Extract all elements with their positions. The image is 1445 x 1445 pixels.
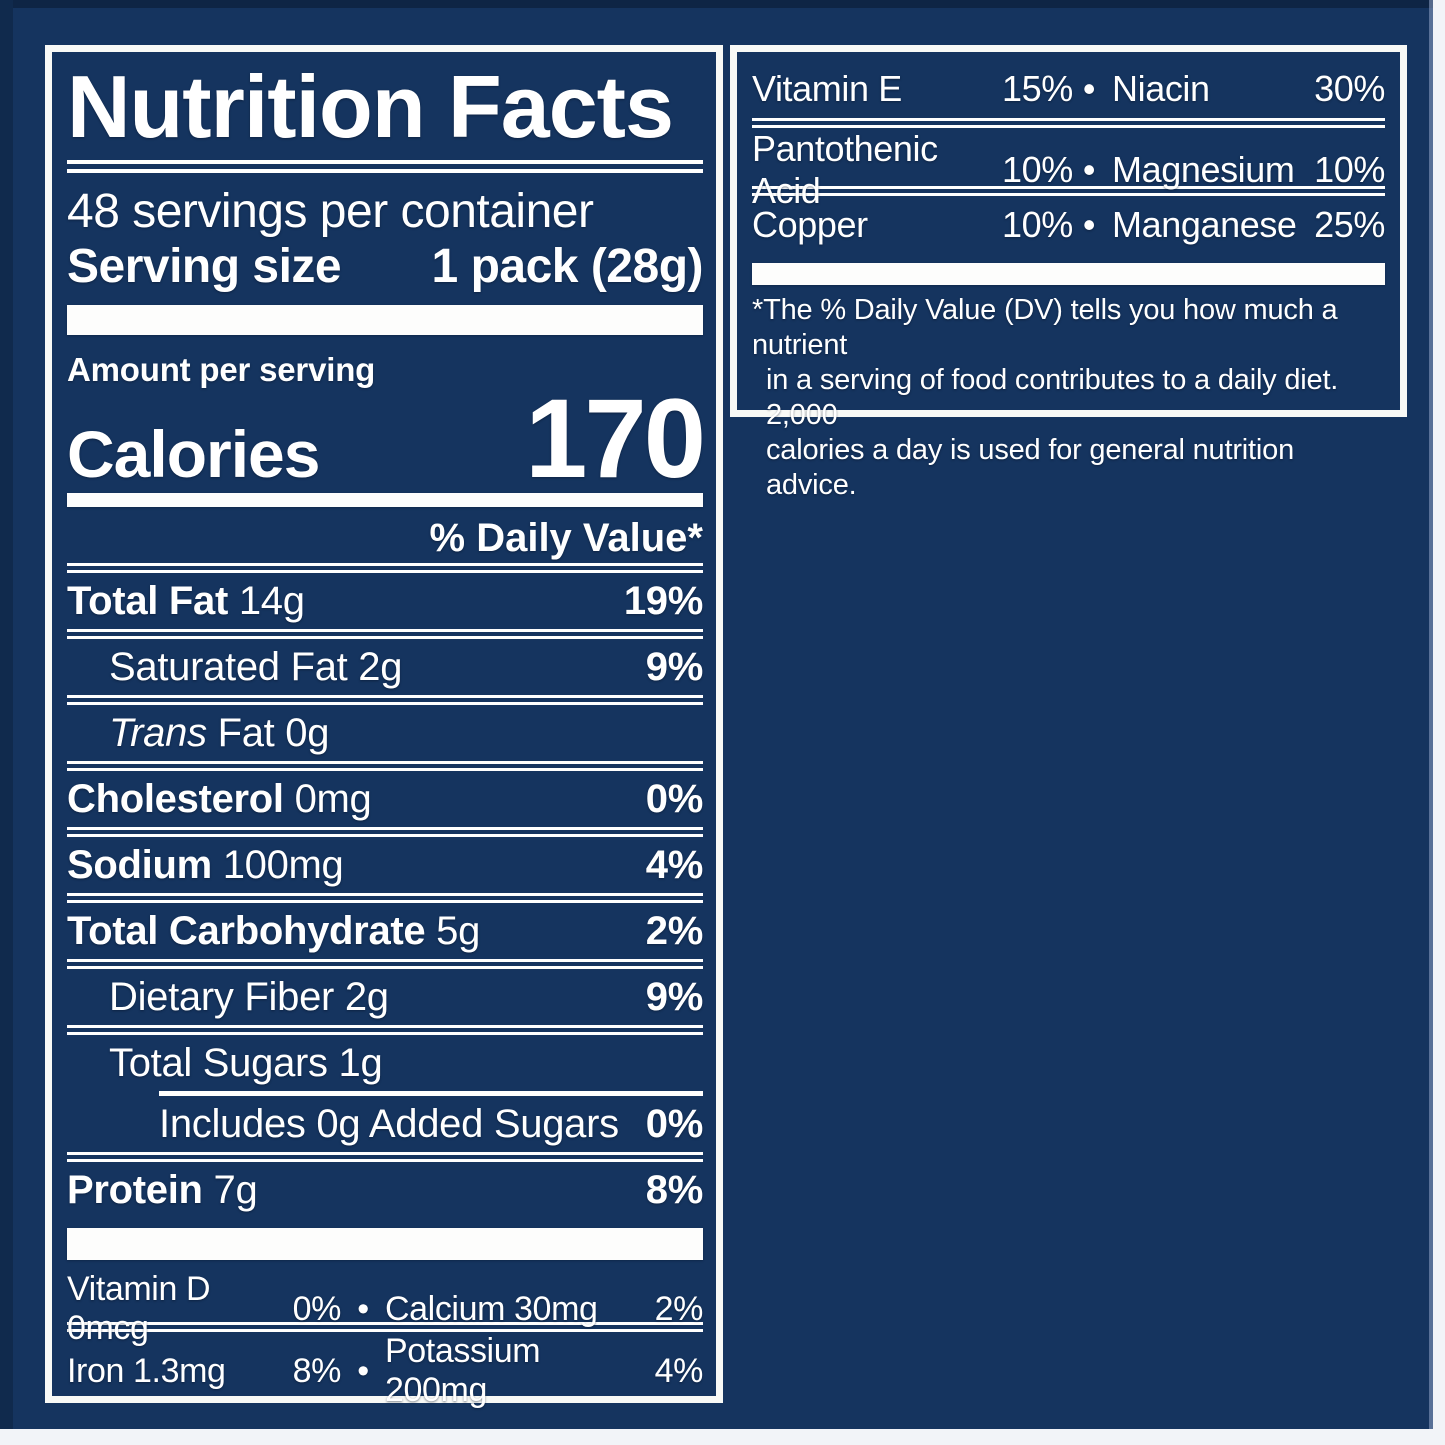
- row-separator: [67, 1322, 703, 1333]
- daily-value-header: % Daily Value*: [429, 516, 703, 561]
- nutrient-daily-value: 9%: [645, 974, 704, 1019]
- nutrient-name: Saturated Fat 2g: [109, 644, 403, 689]
- photo-edge-left: [0, 0, 13, 1445]
- nutrient-name: Trans Fat 0g: [109, 710, 330, 755]
- nutrition-facts-panel: Nutrition Facts 48 servings per containe…: [45, 45, 723, 1409]
- nutrient-name: Dietary Fiber 2g: [109, 974, 389, 1019]
- bullet-separator-icon: •: [357, 1351, 369, 1390]
- micronutrient-name: Potassium 200mg: [385, 1332, 541, 1410]
- bullet-separator-icon: •: [1082, 68, 1096, 109]
- nutrient-daily-value: 2%: [645, 908, 704, 953]
- micronutrient-row-vitamin-d-calcium: Vitamin D 0mcg 0% • Calcium 30mg 2%: [67, 1270, 703, 1347]
- row-separator: [752, 118, 1385, 128]
- footnote-line: *The % Daily Value (DV) tells you how mu…: [752, 294, 1338, 361]
- micronutrient-daily-value: 30%: [1314, 68, 1385, 109]
- micronutrient-name: Vitamin E: [752, 68, 902, 109]
- row-separator: [67, 761, 703, 772]
- micronutrient-daily-value: 0%: [292, 1289, 342, 1328]
- micronutrient-daily-value: 4%: [654, 1351, 704, 1390]
- nutrient-name: Includes 0g Added Sugars: [159, 1101, 619, 1146]
- micronutrient-name: Niacin: [1112, 68, 1210, 109]
- row-separator: [67, 893, 703, 904]
- nutrient-row-added-sugars: Includes 0g Added Sugars 0%: [67, 1096, 703, 1152]
- nutrient-daily-value: 8%: [645, 1167, 704, 1212]
- row-separator: [67, 563, 703, 574]
- nutrient-daily-value: 0%: [645, 776, 704, 821]
- daily-value-footnote: *The % Daily Value (DV) tells you how mu…: [752, 293, 1385, 503]
- micronutrient-row-copper-manganese: Copper 10% • Manganese 25%: [752, 196, 1385, 254]
- nutrient-name: Sodium 100mg: [67, 842, 344, 887]
- micronutrient-daily-value: 2%: [654, 1289, 704, 1328]
- title-double-rule: [67, 160, 703, 173]
- nutrient-daily-value: 19%: [623, 578, 703, 623]
- nutrient-name: Total Fat 14g: [67, 578, 305, 623]
- calories-label: Calories: [67, 417, 320, 491]
- footnote-line: in a serving of food contributes to a da…: [766, 364, 1339, 431]
- nutrient-row-total-carbohydrate: Total Carbohydrate 5g 2%: [67, 903, 703, 959]
- footnote-line: calories a day is used for general nutri…: [766, 434, 1294, 501]
- micronutrient-daily-value: 10%: [1002, 149, 1073, 190]
- section-divider-bar: [67, 1228, 703, 1261]
- nutrient-row-dietary-fiber: Dietary Fiber 2g 9%: [67, 969, 703, 1025]
- calories-value: 170: [525, 376, 706, 501]
- servings-per-container: 48 servings per container: [67, 185, 594, 238]
- serving-size-label: Serving size: [67, 239, 342, 293]
- micronutrient-name: Iron 1.3mg: [67, 1351, 226, 1390]
- nutrient-row-saturated-fat: Saturated Fat 2g 9%: [67, 639, 703, 695]
- micronutrient-daily-value: 8%: [292, 1351, 342, 1390]
- nutrient-name: Total Sugars 1g: [109, 1040, 383, 1085]
- row-separator: [67, 1025, 703, 1036]
- nutrient-row-total-fat: Total Fat 14g 19%: [67, 573, 703, 629]
- row-separator: [67, 827, 703, 838]
- nutrition-facts-title: Nutrition Facts: [67, 57, 674, 156]
- micronutrient-daily-value: 25%: [1314, 204, 1385, 245]
- micronutrient-daily-value: 15%: [1002, 68, 1073, 109]
- nutrient-row-total-sugars: Total Sugars 1g: [67, 1035, 703, 1091]
- nutrient-row-cholesterol: Cholesterol 0mg 0%: [67, 771, 703, 827]
- bullet-separator-icon: •: [357, 1289, 369, 1328]
- micronutrient-daily-value: 10%: [1314, 149, 1385, 190]
- micronutrient-name: Vitamin D 0mcg: [67, 1270, 211, 1348]
- indented-row-separator: [159, 1091, 703, 1097]
- nutrient-daily-value: 9%: [645, 644, 704, 689]
- nutrient-name: Protein 7g: [67, 1167, 258, 1212]
- serving-size-value: 1 pack (28g): [431, 239, 704, 293]
- nutrient-daily-value: 0%: [645, 1101, 704, 1146]
- nutrient-daily-value: 4%: [645, 842, 704, 887]
- section-divider-bar: [752, 263, 1385, 285]
- vitamins-minerals-panel: Vitamin E 15% • Niacin 30% Pantothenic A…: [730, 45, 1407, 501]
- micronutrient-name: Copper: [752, 204, 868, 245]
- micronutrient-daily-value: 10%: [1002, 204, 1073, 245]
- micronutrient-name: Magnesium: [1112, 149, 1295, 190]
- photo-edge-top: [0, 0, 1445, 8]
- serving-size-row: Serving size 1 pack (28g): [67, 239, 704, 293]
- micronutrient-name: Calcium 30mg: [385, 1289, 598, 1328]
- photo-edge-right: [1433, 0, 1445, 1445]
- nutrient-name: Total Carbohydrate 5g: [67, 908, 481, 953]
- nutrient-row-sodium: Sodium 100mg 4%: [67, 837, 703, 893]
- bullet-separator-icon: •: [1082, 149, 1096, 190]
- nutrient-row-trans-fat: Trans Fat 0g: [67, 705, 703, 761]
- micronutrient-name: Manganese: [1112, 204, 1297, 245]
- photo-edge-bottom: [0, 1429, 1445, 1445]
- nutrient-name: Cholesterol 0mg: [67, 776, 372, 821]
- micronutrient-row-pantothenic-acid-magnesium: Pantothenic Acid 10% • Magnesium 10%: [752, 128, 1385, 211]
- micronutrient-name: Pantothenic Acid: [752, 128, 938, 211]
- photo-edge-right-tint: [1429, 0, 1433, 1445]
- calories-row: Calories 170: [67, 376, 706, 501]
- micronutrient-row-iron-potassium: Iron 1.3mg 8% • Potassium 200mg 4%: [67, 1332, 703, 1409]
- section-divider-bar: [67, 305, 703, 335]
- row-separator: [67, 959, 703, 970]
- row-separator: [67, 629, 703, 640]
- micronutrient-row-vitamin-e-niacin: Vitamin E 15% • Niacin 30%: [752, 60, 1385, 118]
- row-separator: [752, 186, 1385, 196]
- row-separator: [67, 1152, 703, 1163]
- row-separator: [67, 695, 703, 706]
- nutrient-row-protein: Protein 7g 8%: [67, 1162, 703, 1218]
- calories-divider-bar: [67, 493, 703, 508]
- amount-per-serving-label: Amount per serving: [67, 351, 376, 388]
- bullet-separator-icon: •: [1082, 204, 1096, 245]
